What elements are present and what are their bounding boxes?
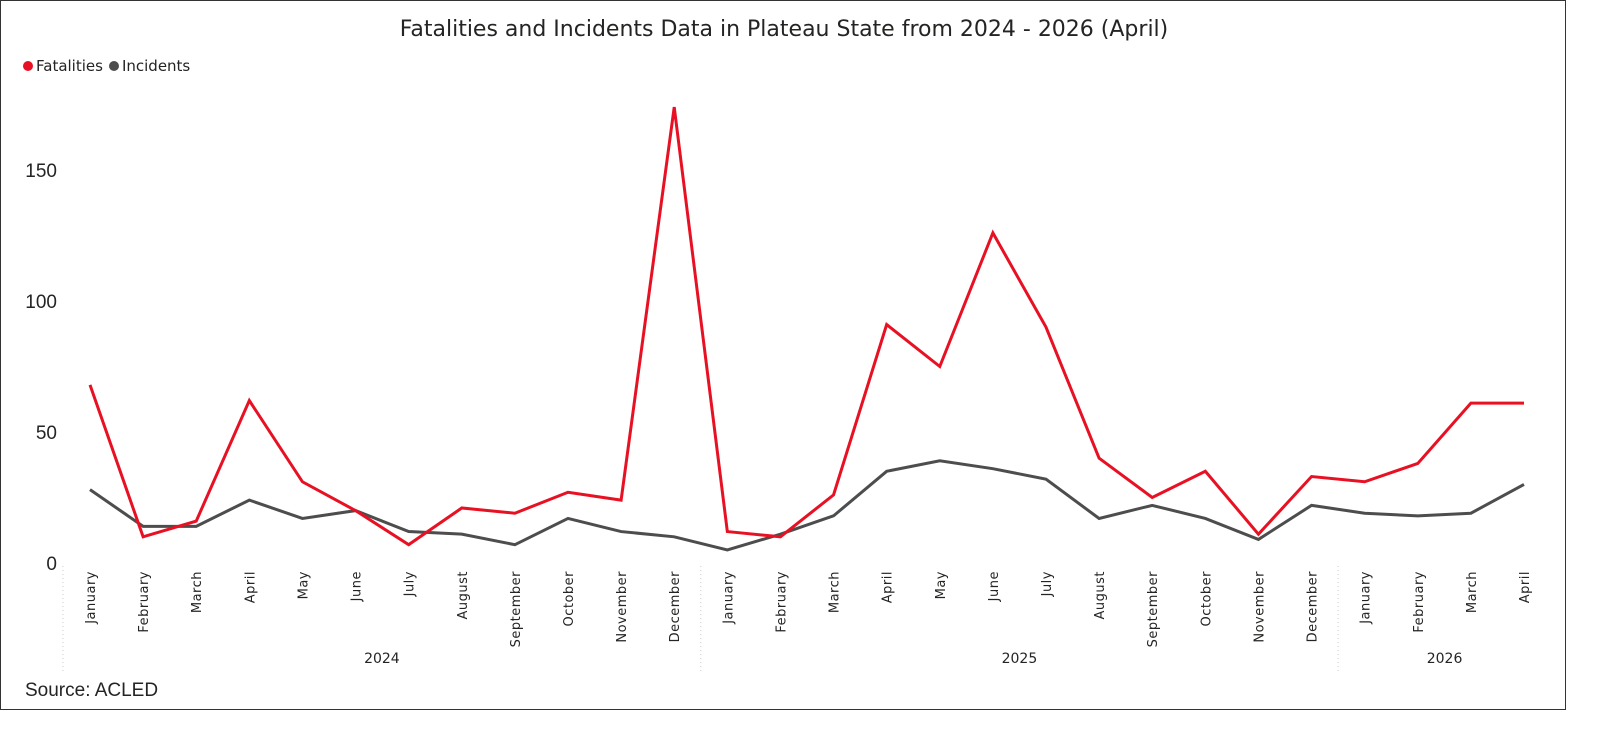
- x-tick-label: April: [243, 571, 258, 603]
- y-tick-label: 50: [36, 423, 57, 444]
- year-label: 2026: [1427, 651, 1463, 667]
- x-tick-label: November: [615, 571, 630, 643]
- x-tick-label: April: [1518, 571, 1533, 603]
- x-tick-label: May: [934, 571, 949, 599]
- series-line-incidents: [89, 459, 1525, 552]
- x-tick-label: March: [190, 571, 205, 613]
- series-line-fatalities: [88, 106, 1524, 547]
- legend: Fatalities Incidents: [23, 57, 190, 75]
- x-tick-label: February: [774, 571, 789, 633]
- x-tick-label: March: [1465, 571, 1480, 613]
- legend-dot-icon: [108, 61, 119, 71]
- x-tick-label: August: [1093, 571, 1108, 620]
- x-tick-label: February: [1412, 571, 1427, 633]
- x-tick-label: December: [668, 571, 683, 643]
- chart-frame: Fatalities and Incidents Data in Plateau…: [0, 0, 1566, 710]
- x-tick-label: June: [987, 571, 1002, 602]
- x-tick-label: July: [403, 571, 418, 597]
- source-note: Source: ACLED: [25, 680, 159, 701]
- y-tick-label: 0: [46, 554, 57, 575]
- x-tick-label: October: [562, 571, 577, 627]
- legend-dot-icon: [23, 61, 33, 71]
- legend-label: Incidents: [121, 57, 191, 75]
- chart-title: Fatalities and Incidents Data in Plateau…: [399, 17, 1169, 42]
- x-tick-label: January: [1359, 571, 1374, 625]
- line-chart: 0 50 100 150 January February March April May Jun…: [25, 106, 1533, 673]
- x-tick-label: November: [1252, 571, 1267, 643]
- x-tick-label: August: [456, 571, 471, 620]
- x-tick-label: September: [509, 571, 524, 648]
- x-tick-label: April: [881, 571, 896, 603]
- y-tick-label: 150: [25, 161, 57, 182]
- y-tick-label: 100: [25, 292, 57, 313]
- x-tick-label: October: [1199, 571, 1214, 627]
- x-tick-label: June: [350, 571, 365, 602]
- legend-label: Fatalities: [36, 57, 103, 75]
- x-tick-label: September: [1146, 571, 1161, 648]
- year-label: 2025: [1002, 651, 1038, 667]
- x-tick-label: May: [296, 571, 311, 599]
- x-tick-label: January: [721, 571, 736, 625]
- x-tick-label: January: [84, 571, 99, 625]
- x-tick-label: February: [137, 571, 152, 633]
- x-tick-label: July: [1040, 571, 1055, 597]
- x-tick-label: March: [828, 571, 843, 613]
- x-tick-label: December: [1306, 571, 1321, 643]
- legend-item-fatalities[interactable]: Fatalities: [23, 57, 103, 75]
- legend-item-incidents[interactable]: Incidents: [108, 57, 191, 75]
- year-label: 2024: [364, 651, 400, 667]
